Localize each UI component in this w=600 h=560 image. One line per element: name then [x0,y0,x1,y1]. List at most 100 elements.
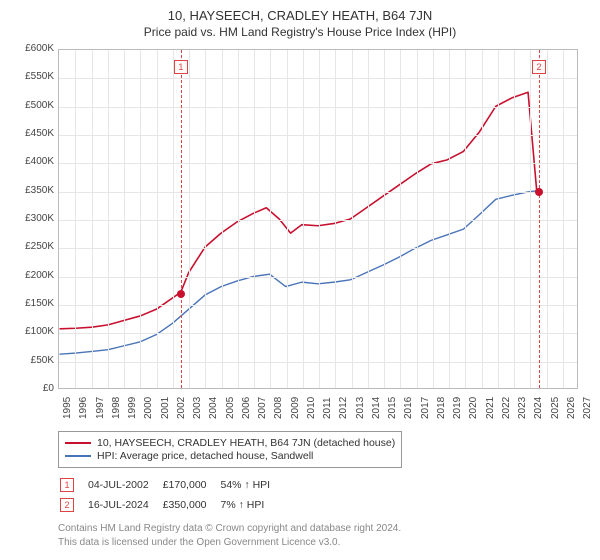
gridline-h [59,333,577,334]
event-line [181,50,182,388]
x-axis-label: 2014 [371,397,382,419]
x-axis-label: 2002 [176,397,187,419]
event-row-2: 2 16-JUL-2024 £350,000 7% ↑ HPI [60,496,282,514]
legend-swatch-hpi [65,455,91,457]
y-axis-label: £400K [12,156,54,167]
y-axis-label: £0 [12,383,54,394]
x-axis-label: 2018 [436,397,447,419]
x-axis-label: 2017 [420,397,431,419]
x-axis-label: 2020 [468,397,479,419]
y-axis-label: £450K [12,128,54,139]
x-axis-label: 2006 [241,397,252,419]
gridline-v [173,50,174,388]
x-axis-label: 1998 [111,397,122,419]
x-axis-label: 2027 [582,397,593,419]
gridline-v [254,50,255,388]
gridline-v [400,50,401,388]
gridline-h [59,277,577,278]
x-axis-label: 2025 [550,397,561,419]
gridline-h [59,78,577,79]
event-box: 2 [532,60,546,74]
line-series-svg [59,50,577,388]
chart-title: 10, HAYSEECH, CRADLEY HEATH, B64 7JN [12,8,588,23]
gridline-v [530,50,531,388]
x-axis-label: 2000 [143,397,154,419]
gridline-v [498,50,499,388]
event-dot [177,290,185,298]
gridline-v [140,50,141,388]
x-axis-label: 2026 [566,397,577,419]
y-axis-label: £200K [12,270,54,281]
gridline-v [563,50,564,388]
x-axis-label: 2011 [322,397,333,419]
gridline-v [287,50,288,388]
event-delta-2: 7% ↑ HPI [221,496,283,514]
gridline-h [59,135,577,136]
x-axis-label: 2007 [257,397,268,419]
y-axis-label: £600K [12,43,54,54]
event-dot [535,188,543,196]
gridline-v [319,50,320,388]
chart-area: 12 £0£50K£100K£150K£200K£250K£300K£350K£… [12,45,588,425]
gridline-v [222,50,223,388]
x-axis-label: 2004 [208,397,219,419]
license-line-1: Contains HM Land Registry data © Crown c… [58,522,588,536]
gridline-v [124,50,125,388]
gridline-h [59,192,577,193]
gridline-v [157,50,158,388]
x-axis-label: 2010 [306,397,317,419]
gridline-v [417,50,418,388]
gridline-v [449,50,450,388]
plot-area: 12 [58,49,578,389]
gridline-v [514,50,515,388]
events-table: 1 04-JUL-2002 £170,000 54% ↑ HPI 2 16-JU… [58,474,284,516]
license-text: Contains HM Land Registry data © Crown c… [58,522,588,549]
legend-row-property: 10, HAYSEECH, CRADLEY HEATH, B64 7JN (de… [65,437,395,449]
x-axis-label: 2012 [338,397,349,419]
gridline-h [59,305,577,306]
gridline-v [303,50,304,388]
gridline-h [59,362,577,363]
gridline-v [270,50,271,388]
gridline-v [92,50,93,388]
event-delta-1: 54% ↑ HPI [221,476,283,494]
x-axis-label: 2008 [273,397,284,419]
x-axis-label: 2016 [403,397,414,419]
gridline-v [547,50,548,388]
y-axis-label: £150K [12,298,54,309]
event-price-1: £170,000 [163,476,219,494]
x-axis-label: 2015 [387,397,398,419]
gridline-v [465,50,466,388]
event-marker-2: 2 [60,498,74,512]
y-axis-label: £550K [12,71,54,82]
event-box: 1 [174,60,188,74]
event-marker-1: 1 [60,478,74,492]
x-axis-label: 1996 [78,397,89,419]
gridline-v [352,50,353,388]
event-price-2: £350,000 [163,496,219,514]
x-axis-label: 2023 [517,397,528,419]
x-axis-label: 1997 [95,397,106,419]
y-axis-label: £300K [12,213,54,224]
gridline-v [433,50,434,388]
gridline-v [368,50,369,388]
gridline-h [59,220,577,221]
gridline-v [384,50,385,388]
gridline-h [59,248,577,249]
x-axis-label: 2003 [192,397,203,419]
license-line-2: This data is licensed under the Open Gov… [58,536,588,550]
gridline-h [59,107,577,108]
x-axis-label: 2019 [452,397,463,419]
gridline-v [205,50,206,388]
gridline-v [335,50,336,388]
y-axis-label: £350K [12,185,54,196]
y-axis-label: £250K [12,241,54,252]
x-axis-label: 2022 [501,397,512,419]
gridline-v [189,50,190,388]
y-axis-label: £100K [12,326,54,337]
legend-swatch-property [65,442,91,444]
chart-subtitle: Price paid vs. HM Land Registry's House … [12,25,588,39]
gridline-h [59,163,577,164]
gridline-v [482,50,483,388]
legend-row-hpi: HPI: Average price, detached house, Sand… [65,450,395,462]
